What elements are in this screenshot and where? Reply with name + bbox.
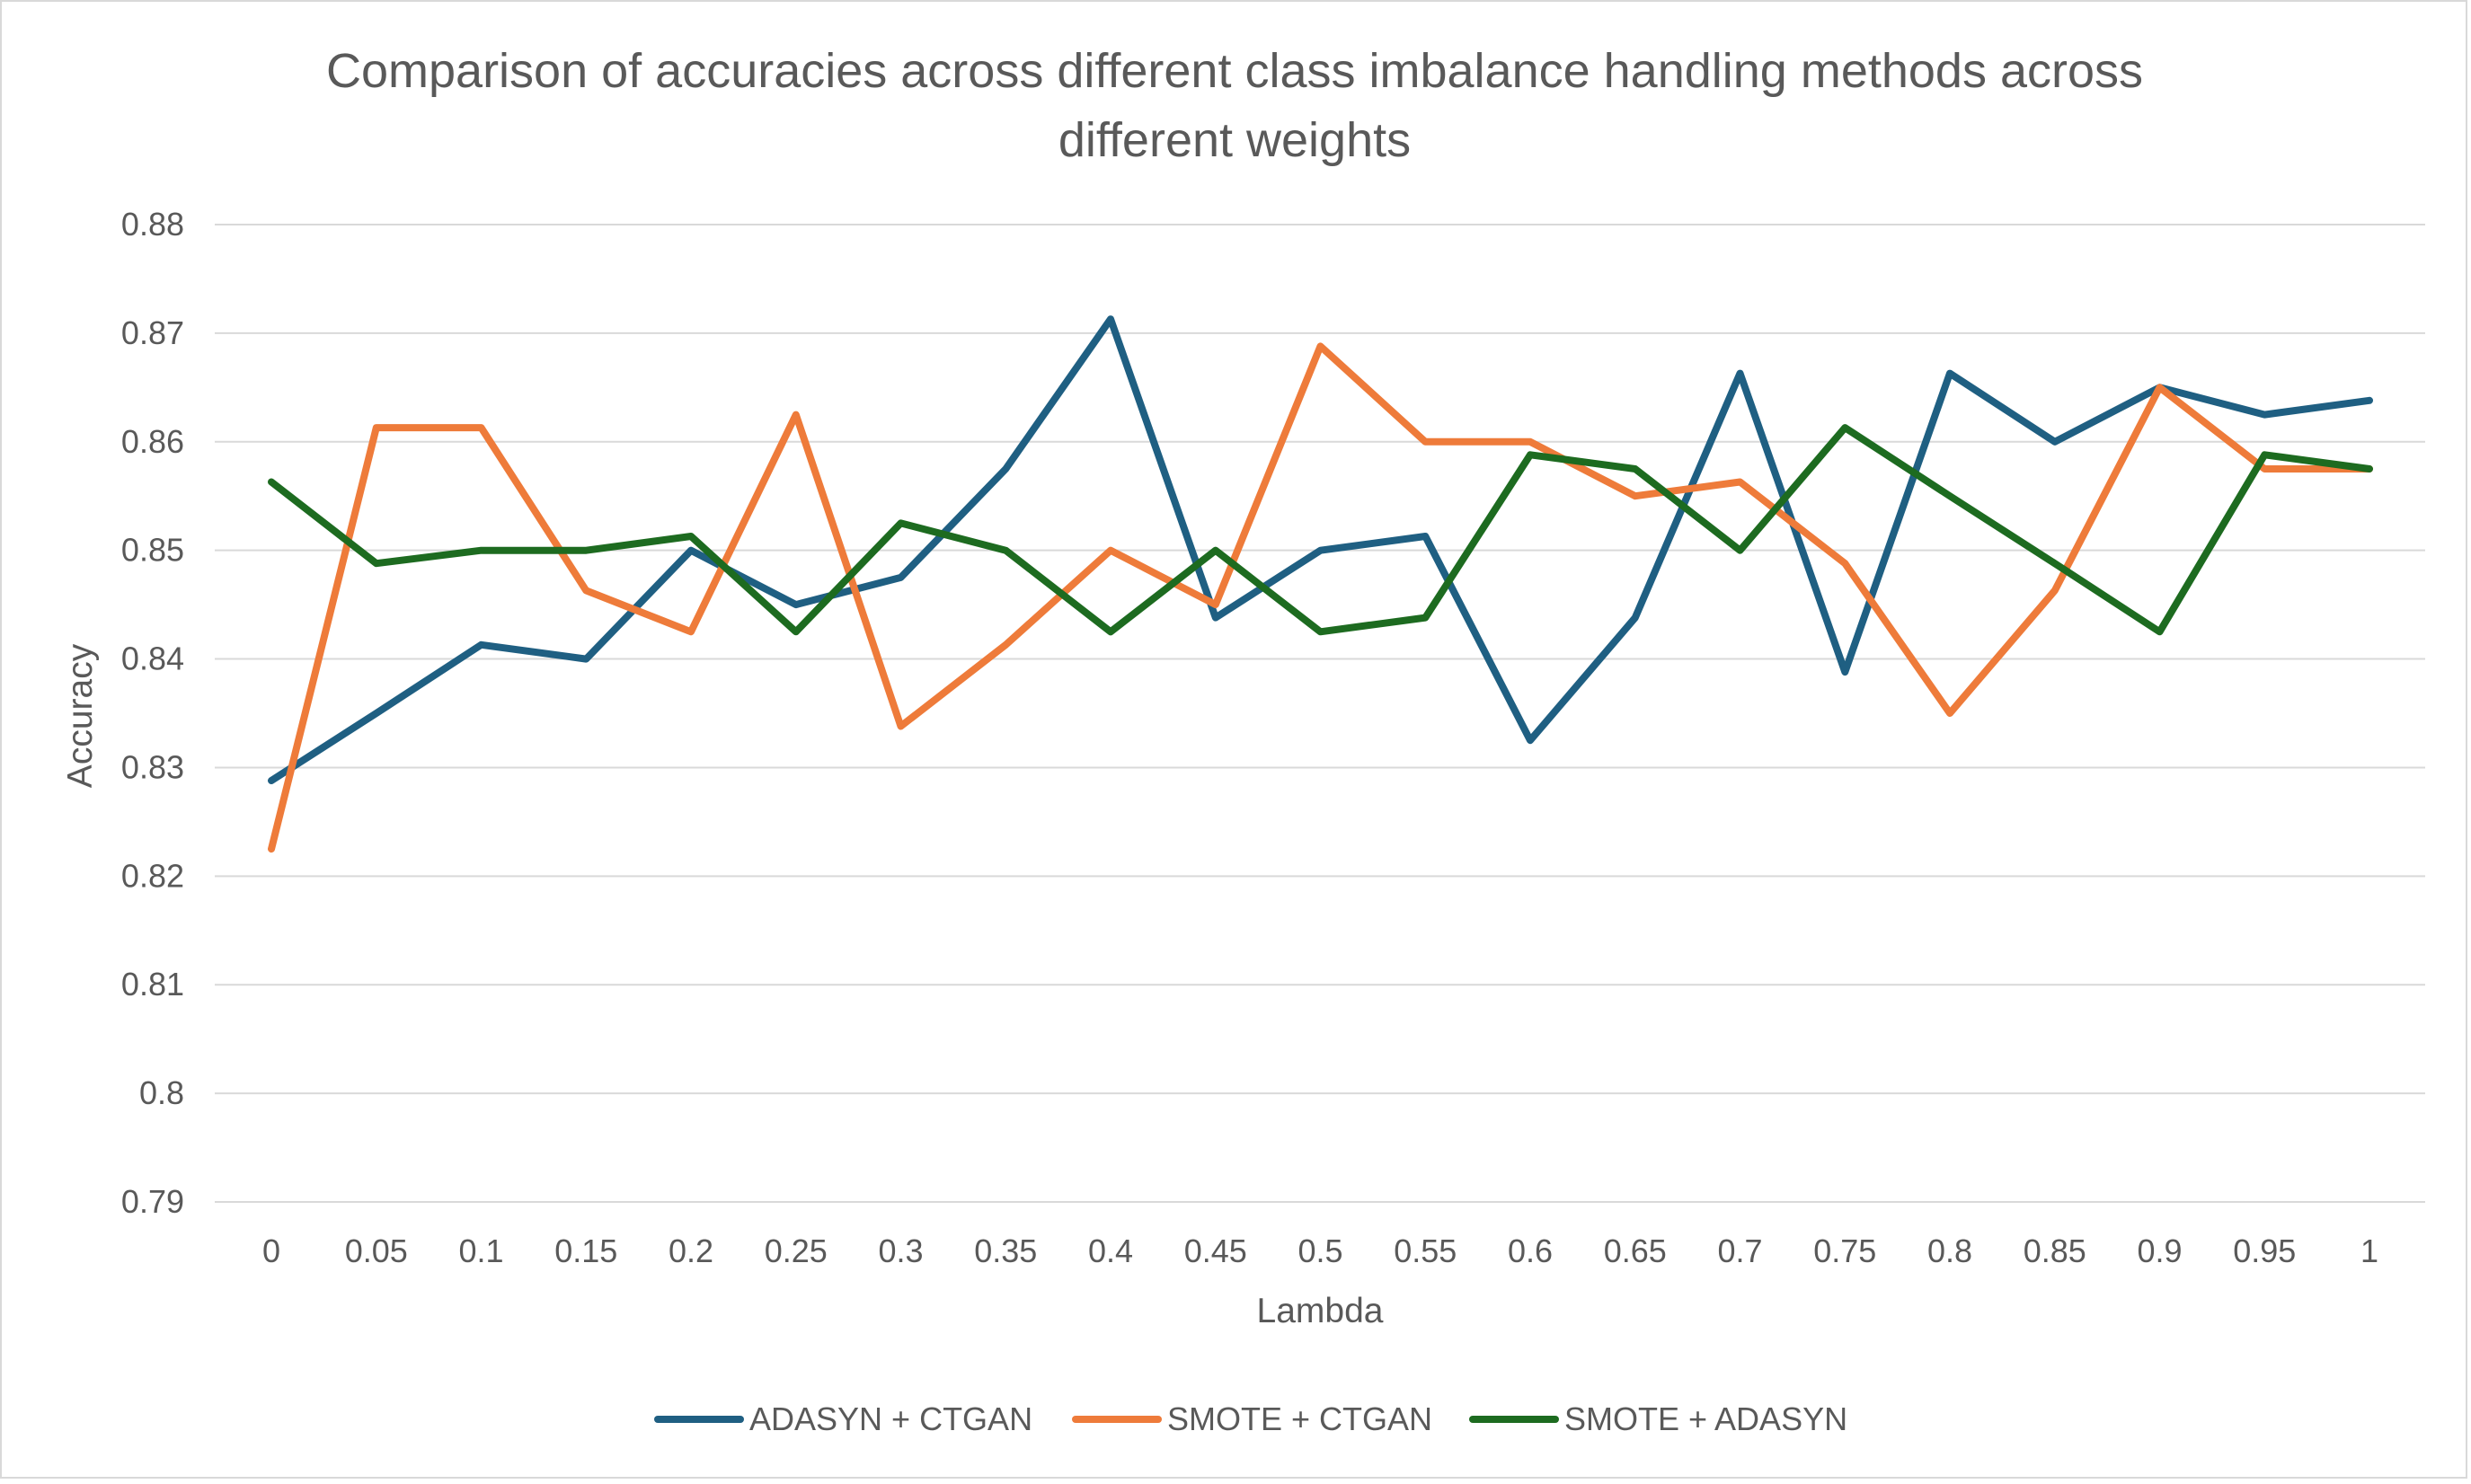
x-tick-label: 0.6 [1508,1232,1553,1269]
x-tick-label: 0 [262,1232,280,1269]
chart-title-line-2: different weights [1058,113,1411,167]
x-tick-label: 0.3 [878,1232,923,1269]
legend-label: ADASYN + CTGAN [749,1400,1032,1437]
x-tick-label: 0.35 [974,1232,1037,1269]
legend-label: SMOTE + ADASYN [1564,1400,1847,1437]
x-tick-label: 0.85 [2024,1232,2086,1269]
y-tick-label: 0.79 [121,1183,184,1220]
x-tick-label: 0.1 [458,1232,503,1269]
y-tick-label: 0.88 [121,206,184,243]
y-tick-label: 0.85 [121,532,184,569]
series-line-2 [268,342,2373,853]
y-tick-label: 0.81 [121,966,184,1003]
x-tick-label: 0.15 [554,1232,617,1269]
gridlines [215,224,2425,1203]
x-tick-label: 0.25 [765,1232,828,1269]
legend: ADASYN + CTGAN SMOTE + CTGAN SMOTE + ADASY… [654,1400,1847,1437]
x-tick-label: 0.7 [1717,1232,1762,1269]
x-axis-title: Lambda [1257,1292,1384,1330]
x-tick-label: 0.2 [669,1232,713,1269]
x-tick-label: 0.55 [1394,1232,1457,1269]
series-line-3 [268,424,2373,636]
series-lines [268,315,2373,853]
y-tick-label: 0.83 [121,748,184,785]
x-tick-label: 0.05 [345,1232,408,1269]
series-line-1 [268,315,2373,784]
y-axis-title: Accuracy [61,643,100,788]
y-tick-label: 0.84 [121,640,184,677]
x-tick-label: 0.9 [2137,1232,2182,1269]
x-axis-tick-labels: 0 0.05 0.1 0.15 0.2 0.25 0.3 0.35 0.4 0.45 0.5 0.55… [262,1232,2378,1269]
chart-title-line-1: Comparison of accuracies across differen… [326,44,2143,98]
x-tick-label: 0.45 [1184,1232,1247,1269]
y-axis-tick-labels: 0.79 0.8 0.81 0.82 0.83 0.84 0.85 0.86 0.87 0.88 [121,206,184,1220]
x-tick-label: 0.4 [1088,1232,1133,1269]
x-tick-label: 1 [2360,1232,2378,1269]
x-tick-label: 0.65 [1604,1232,1667,1269]
y-tick-label: 0.87 [121,314,184,351]
y-tick-label: 0.86 [121,423,184,460]
x-tick-label: 0.5 [1297,1232,1342,1269]
y-tick-label: 0.8 [139,1074,184,1111]
x-tick-label: 0.8 [1927,1232,1972,1269]
legend-label: SMOTE + CTGAN [1167,1400,1432,1437]
x-tick-label: 0.95 [2233,1232,2296,1269]
x-tick-label: 0.75 [1813,1232,1876,1269]
y-tick-label: 0.82 [121,857,184,894]
chart-title: Comparison of accuracies across differen… [326,44,2143,167]
